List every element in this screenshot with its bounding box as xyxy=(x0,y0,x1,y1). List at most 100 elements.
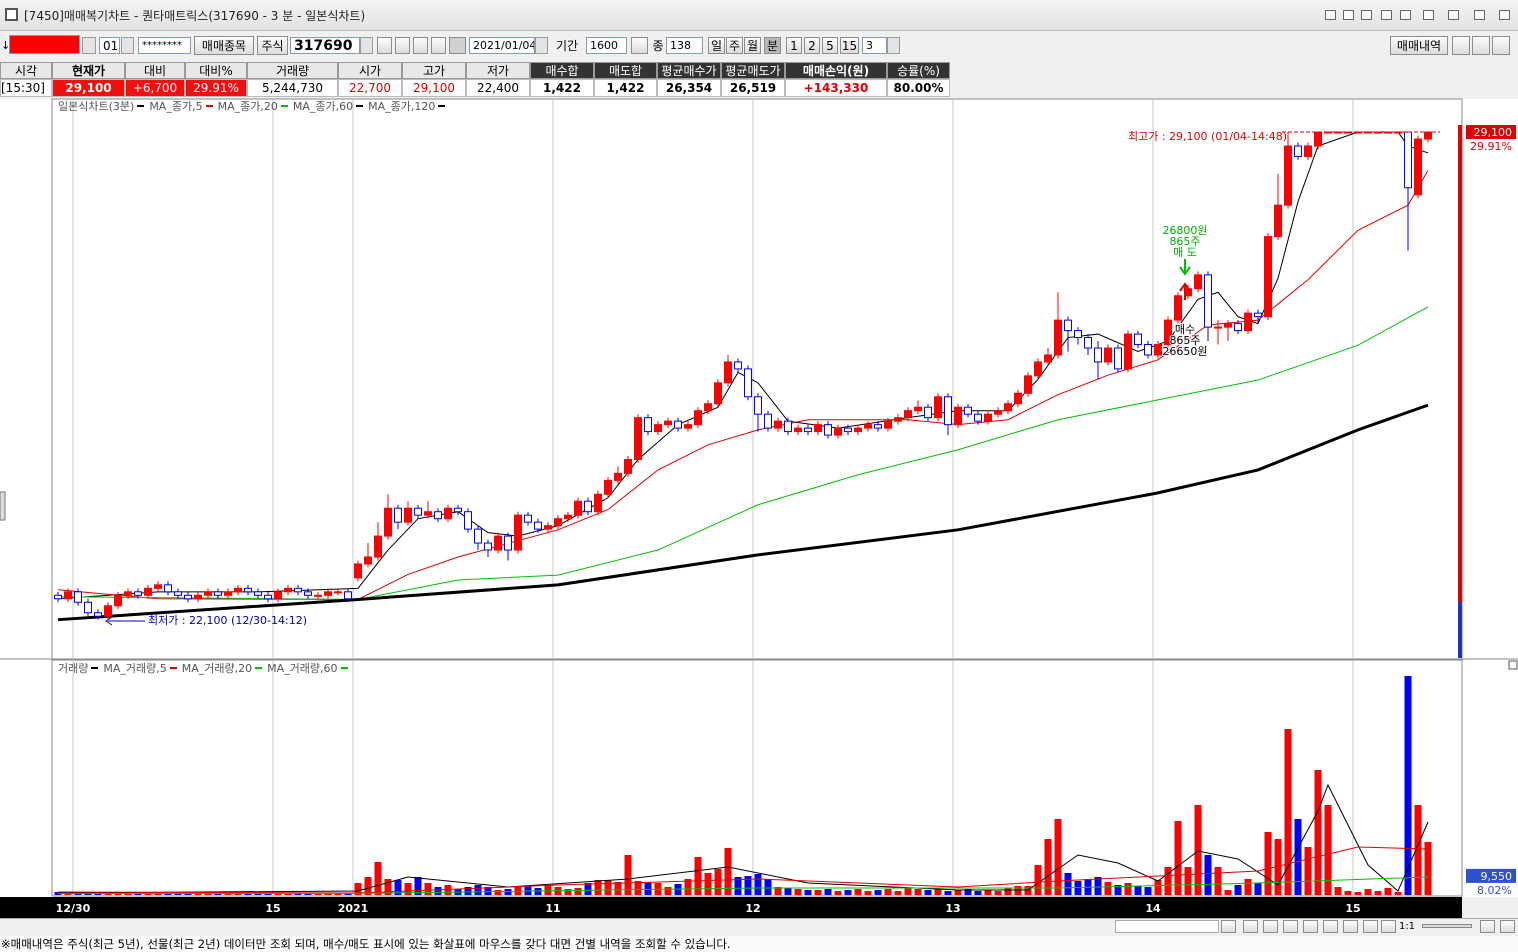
scroll-button[interactable] xyxy=(1263,920,1278,933)
volume-bar xyxy=(1134,886,1142,895)
volume-bar xyxy=(914,889,922,895)
scroll-button[interactable] xyxy=(1283,920,1298,933)
scroll-track[interactable] xyxy=(1115,920,1219,933)
low-arrow xyxy=(105,616,145,626)
candle-body xyxy=(244,587,252,593)
dropdown[interactable] xyxy=(360,37,373,54)
candle-body xyxy=(114,594,122,607)
volume-bar xyxy=(954,890,962,895)
quote-header: 거래량 xyxy=(247,62,338,79)
quote-header: 대비 xyxy=(125,62,185,79)
volume-bar xyxy=(494,890,502,895)
period-field[interactable]: 1600 xyxy=(586,37,627,54)
title-button[interactable] xyxy=(1325,10,1336,20)
date-field[interactable]: 2021/01/04 xyxy=(469,37,535,54)
count-field[interactable]: 138 xyxy=(666,37,703,54)
password[interactable]: ******** xyxy=(138,37,191,54)
scroll-button[interactable] xyxy=(1343,920,1358,933)
scroll-button[interactable] xyxy=(1500,920,1515,933)
volume-bar xyxy=(1244,879,1252,895)
volume-bar xyxy=(754,874,762,895)
title-button[interactable] xyxy=(1381,10,1392,20)
ma-line xyxy=(57,403,1429,622)
quote-value: 26,354 xyxy=(657,79,721,97)
dropdown[interactable] xyxy=(121,37,134,54)
title-button[interactable] xyxy=(1400,10,1411,20)
interval-button[interactable]: 2 xyxy=(804,37,820,54)
tool-button[interactable] xyxy=(413,37,428,54)
quote-header: 시가 xyxy=(338,62,402,79)
scroll-button[interactable] xyxy=(1243,920,1258,933)
candle-body xyxy=(134,591,142,596)
scroll-button[interactable] xyxy=(1363,920,1378,933)
unit-button[interactable]: 분 xyxy=(764,37,781,54)
unit-button[interactable]: 주 xyxy=(726,37,743,54)
candle-body xyxy=(674,420,682,429)
scroll-button[interactable] xyxy=(1221,920,1236,933)
dropdown[interactable] xyxy=(535,37,548,54)
buy-arrow xyxy=(1179,282,1191,300)
interval-button[interactable]: 5 xyxy=(822,37,838,54)
tool-button[interactable] xyxy=(395,37,410,54)
candle-body xyxy=(124,591,132,596)
title-button[interactable] xyxy=(1499,10,1510,20)
tool-button[interactable] xyxy=(631,37,648,54)
volume-bar xyxy=(1254,883,1262,895)
scroll-button[interactable] xyxy=(1480,920,1495,933)
scroll-button[interactable] xyxy=(1323,920,1338,933)
unit-button[interactable]: 일 xyxy=(708,37,725,54)
candle-body xyxy=(1414,138,1422,196)
zoom-slider[interactable] xyxy=(1422,924,1472,928)
interval-field[interactable]: 3 xyxy=(862,37,887,54)
title-button[interactable] xyxy=(1474,10,1485,20)
volume-bar xyxy=(584,883,592,895)
volume-bar xyxy=(284,893,292,895)
account-no[interactable]: 01 xyxy=(99,37,120,54)
quote-value: 29,100 xyxy=(52,79,125,97)
legend: 일본식차트(3분) MA_종가,5 MA_종가,20 MA_종가,60 MA_종가,12… xyxy=(58,98,448,114)
title-button[interactable] xyxy=(1361,10,1372,20)
unit-button[interactable]: 월 xyxy=(744,37,761,54)
tool-button[interactable] xyxy=(1472,36,1490,55)
x-tick-label: 13 xyxy=(945,902,960,915)
stock-button[interactable]: 매매종목 xyxy=(194,36,254,55)
scroll-button[interactable] xyxy=(1303,920,1318,933)
volume-bar xyxy=(434,887,442,895)
candle-body xyxy=(464,511,472,530)
next-button[interactable] xyxy=(431,37,446,54)
candle-body xyxy=(164,584,172,593)
quote-value: 29,100 xyxy=(402,79,466,97)
candle-body xyxy=(654,424,662,433)
scroll-button[interactable] xyxy=(1381,920,1396,933)
candle-body xyxy=(914,406,922,412)
stock-code[interactable]: 317690 xyxy=(290,37,360,54)
candle-body xyxy=(524,514,532,523)
prev-button[interactable] xyxy=(449,37,466,54)
market-button[interactable]: 주식 xyxy=(257,36,288,55)
volume-bar xyxy=(1004,888,1012,895)
tool-button[interactable] xyxy=(1492,36,1510,55)
volume-bar xyxy=(1064,873,1072,895)
interval-button[interactable]: 15 xyxy=(840,37,859,54)
volume-bar xyxy=(984,890,992,895)
interval-button[interactable]: 1 xyxy=(786,37,802,54)
candle-body xyxy=(344,591,352,600)
title-button[interactable] xyxy=(1448,10,1459,20)
candle-body xyxy=(294,587,302,593)
title-button[interactable] xyxy=(1343,10,1354,20)
volume-bar xyxy=(634,881,642,895)
volume-bar xyxy=(624,855,632,895)
account-field[interactable] xyxy=(9,35,80,54)
quote-header: 매매손익(원) xyxy=(785,62,887,79)
dropdown[interactable] xyxy=(82,37,96,54)
history-button[interactable]: 매매내역 xyxy=(1390,36,1448,55)
legend-swatch xyxy=(280,105,288,107)
quote-header: 승률(%) xyxy=(887,62,950,79)
title-button[interactable] xyxy=(1423,10,1434,20)
candle-body xyxy=(1124,333,1132,370)
tool-button[interactable] xyxy=(377,37,392,54)
tool-button[interactable] xyxy=(1452,36,1470,55)
dropdown[interactable] xyxy=(887,37,900,54)
legend-entry: MA_종가,5 xyxy=(149,100,203,113)
